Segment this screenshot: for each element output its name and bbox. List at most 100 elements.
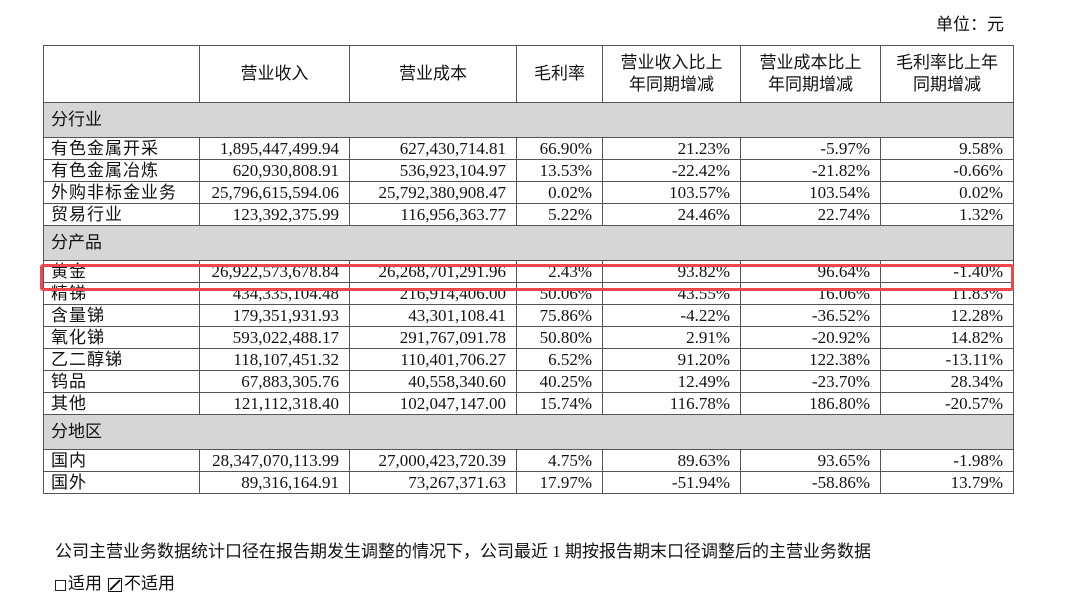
cell-revenue: 1,895,447,499.94 bbox=[199, 137, 350, 160]
applicability-options: 适用 不适用 bbox=[55, 569, 175, 594]
cell-gross-margin: 17.97% bbox=[516, 471, 603, 494]
cell-cost: 110,401,706.27 bbox=[349, 348, 517, 371]
cell-margin-yoy: 9.58% bbox=[880, 137, 1014, 160]
cell-revenue: 620,930,808.91 bbox=[199, 159, 350, 182]
table-row: 有色金属冶炼 620,930,808.91 536,923,104.97 13.53%… bbox=[43, 159, 1014, 182]
table-header-row: 营业收入 营业成本 毛利率 营业收入比上 年同期增减 营业成本比上 年同期增减 毛利… bbox=[43, 45, 1014, 103]
header-cost: 营业成本 bbox=[349, 45, 517, 103]
group-title: 分行业 bbox=[43, 102, 1014, 138]
cell-row-label: 精锑 bbox=[43, 282, 200, 305]
header-margin-yoy: 毛利率比上年 同期增减 bbox=[880, 45, 1014, 103]
cell-cost-yoy: 93.65% bbox=[740, 449, 881, 472]
cell-revenue-yoy: 21.23% bbox=[602, 137, 741, 160]
cell-row-label: 贸易行业 bbox=[43, 203, 200, 226]
cell-cost: 40,558,340.60 bbox=[349, 370, 517, 393]
header-gross-margin: 毛利率 bbox=[516, 45, 603, 103]
group-header-row: 分地区 bbox=[43, 414, 1014, 450]
cell-revenue-yoy: 116.78% bbox=[602, 392, 741, 415]
table-row: 黄金 26,922,573,678.84 26,268,701,291.96 2.43… bbox=[43, 260, 1014, 283]
cell-margin-yoy: -20.57% bbox=[880, 392, 1014, 415]
cell-revenue-yoy: 89.63% bbox=[602, 449, 741, 472]
cell-cost-yoy: 96.64% bbox=[740, 260, 881, 283]
table-row: 精锑 434,335,104.48 216,914,406.00 50.06% 43.5… bbox=[43, 282, 1014, 305]
cell-revenue: 26,922,573,678.84 bbox=[199, 260, 350, 283]
cell-gross-margin: 50.06% bbox=[516, 282, 603, 305]
table-row: 钨品 67,883,305.76 40,558,340.60 40.25% 12.49%… bbox=[43, 370, 1014, 393]
header-cost-yoy: 营业成本比上 年同期增减 bbox=[740, 45, 881, 103]
cell-cost: 627,430,714.81 bbox=[349, 137, 517, 160]
table-row: 含量锑 179,351,931.93 43,301,108.41 75.86% -4.2… bbox=[43, 304, 1014, 327]
cell-revenue: 67,883,305.76 bbox=[199, 370, 350, 393]
cell-cost-yoy: 16.06% bbox=[740, 282, 881, 305]
cell-gross-margin: 13.53% bbox=[516, 159, 603, 182]
cell-cost: 25,792,380,908.47 bbox=[349, 181, 517, 204]
cell-cost-yoy: -5.97% bbox=[740, 137, 881, 160]
cell-gross-margin: 4.75% bbox=[516, 449, 603, 472]
cell-row-label: 其他 bbox=[43, 392, 200, 415]
table-row: 外购非标金业务 25,796,615,594.06 25,792,380,908.4… bbox=[43, 181, 1014, 204]
group-header-row: 分行业 bbox=[43, 102, 1014, 138]
main-business-table: 营业收入 营业成本 毛利率 营业收入比上 年同期增减 营业成本比上 年同期增减 毛利… bbox=[43, 45, 1014, 494]
cell-cost-yoy: -23.70% bbox=[740, 370, 881, 393]
table-row: 国内 28,347,070,113.99 27,000,423,720.39 4.75… bbox=[43, 449, 1014, 472]
cell-cost-yoy: 22.74% bbox=[740, 203, 881, 226]
table-row: 有色金属开采 1,895,447,499.94 627,430,714.81 66.9… bbox=[43, 137, 1014, 160]
cell-revenue-yoy: 103.57% bbox=[602, 181, 741, 204]
applicable-checkbox[interactable] bbox=[55, 579, 66, 591]
cell-margin-yoy: -13.11% bbox=[880, 348, 1014, 371]
cell-revenue: 593,022,488.17 bbox=[199, 326, 350, 349]
note-text: 公司主营业务数据统计口径在报告期发生调整的情况下，公司最近 1 期按报告期末口径… bbox=[55, 542, 871, 561]
cell-revenue: 123,392,375.99 bbox=[199, 203, 350, 226]
cell-cost-yoy: 122.38% bbox=[740, 348, 881, 371]
cell-gross-margin: 5.22% bbox=[516, 203, 603, 226]
cell-revenue: 25,796,615,594.06 bbox=[199, 181, 350, 204]
cell-revenue-yoy: 12.49% bbox=[602, 370, 741, 393]
cell-row-label: 氧化锑 bbox=[43, 326, 200, 349]
cell-revenue-yoy: 24.46% bbox=[602, 203, 741, 226]
cell-cost-yoy: -20.92% bbox=[740, 326, 881, 349]
cell-margin-yoy: 14.82% bbox=[880, 326, 1014, 349]
cell-cost-yoy: -58.86% bbox=[740, 471, 881, 494]
cell-revenue-yoy: 2.91% bbox=[602, 326, 741, 349]
header-revenue: 营业收入 bbox=[199, 45, 350, 103]
cell-margin-yoy: -1.40% bbox=[880, 260, 1014, 283]
cell-cost: 291,767,091.78 bbox=[349, 326, 517, 349]
header-blank bbox=[43, 45, 200, 103]
group-header-row: 分产品 bbox=[43, 225, 1014, 261]
cell-revenue-yoy: -4.22% bbox=[602, 304, 741, 327]
cell-cost: 536,923,104.97 bbox=[349, 159, 517, 182]
cell-cost-yoy: -21.82% bbox=[740, 159, 881, 182]
cell-margin-yoy: 28.34% bbox=[880, 370, 1014, 393]
cell-margin-yoy: 1.32% bbox=[880, 203, 1014, 226]
cell-row-label: 国外 bbox=[43, 471, 200, 494]
cell-row-label: 有色金属冶炼 bbox=[43, 159, 200, 182]
group-title: 分地区 bbox=[43, 414, 1014, 450]
cell-revenue: 121,112,318.40 bbox=[199, 392, 350, 415]
cell-row-label: 黄金 bbox=[43, 260, 200, 283]
cell-revenue-yoy: 43.55% bbox=[602, 282, 741, 305]
cell-revenue: 89,316,164.91 bbox=[199, 471, 350, 494]
cell-revenue-yoy: 91.20% bbox=[602, 348, 741, 371]
cell-cost-yoy: 186.80% bbox=[740, 392, 881, 415]
table-row: 乙二醇锑 118,107,451.32 110,401,706.27 6.52% 91.… bbox=[43, 348, 1014, 371]
cell-gross-margin: 6.52% bbox=[516, 348, 603, 371]
cell-gross-margin: 15.74% bbox=[516, 392, 603, 415]
not-applicable-checkbox-checked[interactable] bbox=[108, 578, 122, 593]
cell-gross-margin: 50.80% bbox=[516, 326, 603, 349]
cell-row-label: 钨品 bbox=[43, 370, 200, 393]
cell-margin-yoy: -1.98% bbox=[880, 449, 1014, 472]
header-revenue-yoy: 营业收入比上 年同期增减 bbox=[602, 45, 741, 103]
cell-gross-margin: 75.86% bbox=[516, 304, 603, 327]
cell-revenue: 28,347,070,113.99 bbox=[199, 449, 350, 472]
cell-margin-yoy: 13.79% bbox=[880, 471, 1014, 494]
cell-cost-yoy: -36.52% bbox=[740, 304, 881, 327]
cell-cost-yoy: 103.54% bbox=[740, 181, 881, 204]
cell-revenue-yoy: -22.42% bbox=[602, 159, 741, 182]
unit-label: 单位：元 bbox=[936, 15, 1004, 34]
cell-revenue-yoy: 93.82% bbox=[602, 260, 741, 283]
table-row: 氧化锑 593,022,488.17 291,767,091.78 50.80% 2.9… bbox=[43, 326, 1014, 349]
cell-revenue: 179,351,931.93 bbox=[199, 304, 350, 327]
cell-row-label: 乙二醇锑 bbox=[43, 348, 200, 371]
cell-row-label: 国内 bbox=[43, 449, 200, 472]
cell-gross-margin: 40.25% bbox=[516, 370, 603, 393]
